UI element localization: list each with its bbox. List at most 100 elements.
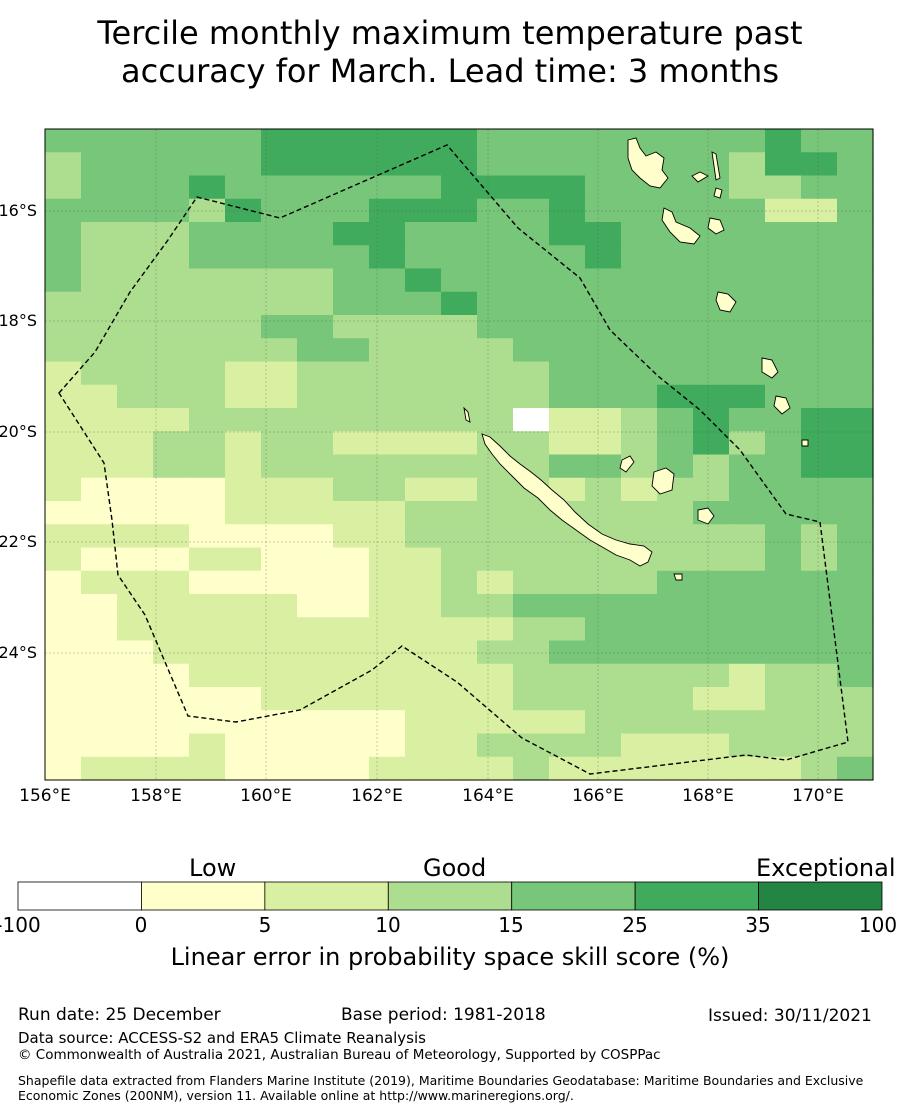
grid-cell — [405, 454, 442, 479]
grid-cell — [801, 361, 838, 386]
grid-cell — [81, 756, 118, 781]
grid-cell — [297, 687, 334, 711]
grid-cell — [189, 431, 226, 456]
grid-cell — [513, 361, 550, 386]
grid-cell — [801, 617, 838, 642]
grid-cell — [153, 756, 190, 781]
grid-cell — [117, 268, 154, 293]
grid-cell — [477, 291, 514, 316]
grid-cell — [477, 361, 514, 386]
grid-cell — [153, 198, 190, 223]
santo-island-coast — [627, 137, 669, 189]
grid-cell — [45, 245, 82, 270]
grid-cell — [261, 640, 298, 665]
grid-cell — [801, 198, 838, 223]
grid-cell — [225, 756, 262, 781]
grid-cell — [189, 175, 226, 200]
grid-cell — [513, 501, 550, 525]
grid-cell — [153, 733, 190, 758]
grid-cell — [333, 384, 370, 409]
lat-label-24s: 24°S — [0, 643, 37, 662]
grid-cell — [405, 315, 442, 339]
grid-cell — [657, 617, 694, 642]
grid-cell — [657, 361, 694, 386]
grid-cell — [45, 175, 82, 200]
colorbar-segment — [141, 881, 266, 911]
malekula-island-coast — [661, 207, 701, 245]
grid-cell — [585, 570, 622, 595]
colorbar-tick: 35 — [745, 913, 771, 937]
grid-cell — [153, 315, 190, 339]
grid-cell — [621, 222, 658, 246]
grid-cell — [81, 547, 118, 572]
grid-cell — [333, 129, 370, 153]
grid-cell — [333, 640, 370, 665]
grid-cell — [477, 663, 514, 688]
grid-cell — [585, 501, 622, 525]
title-line-1: Tercile monthly maximum temperature past — [97, 14, 803, 52]
grid-cell — [81, 198, 118, 223]
grid-cell — [549, 222, 586, 246]
grid-cell — [297, 291, 334, 316]
grid-cell — [297, 617, 334, 642]
grid-cell — [477, 617, 514, 642]
grid-cell — [729, 710, 766, 735]
epi-island-coast — [713, 187, 723, 199]
category-good: Good — [423, 854, 487, 882]
run-date: Run date: 25 December — [18, 1005, 221, 1025]
grid-cell — [261, 268, 298, 293]
grid-cell — [657, 129, 694, 153]
grid-cell — [765, 594, 802, 618]
grid-cell — [585, 129, 622, 153]
grid-cell — [297, 198, 334, 223]
grid-cell — [117, 361, 154, 386]
grid-cell — [45, 640, 82, 665]
grid-cell — [333, 733, 370, 758]
new-caledonia-coast — [481, 433, 653, 567]
colorbar — [17, 881, 883, 911]
grid-cell — [153, 687, 190, 711]
grid-cell — [225, 501, 262, 525]
grid-cell — [405, 547, 442, 572]
grid-cell — [189, 291, 226, 316]
grid-cell — [441, 663, 478, 688]
grid-cell — [837, 152, 874, 177]
grid-cell — [189, 570, 226, 595]
grid-cell — [117, 687, 154, 711]
grid-cell — [81, 477, 118, 502]
colorbar-segment — [634, 881, 759, 911]
grid-cell — [729, 477, 766, 502]
chesterfield-islet-coast — [463, 406, 471, 423]
copyright: © Commonwealth of Australia 2021, Austra… — [18, 1047, 661, 1063]
grid-cell — [693, 640, 730, 665]
grid-cell — [549, 315, 586, 339]
grid-cell — [45, 454, 82, 479]
grid-cell — [657, 524, 694, 549]
grid-cell — [225, 570, 262, 595]
grid-cell — [333, 291, 370, 316]
grid-cell — [621, 687, 658, 711]
grid-cell — [297, 663, 334, 688]
grid-cell — [225, 547, 262, 572]
grid-cell — [621, 663, 658, 688]
lat-label-18s: 18°S — [0, 311, 37, 330]
grid-cell — [117, 245, 154, 270]
grid-cell — [765, 687, 802, 711]
grid-cell — [405, 198, 442, 223]
grid-cell — [369, 245, 406, 270]
grid-cell — [369, 268, 406, 293]
grid-cell — [765, 338, 802, 363]
grid-cell — [333, 198, 370, 223]
grid-cell — [477, 710, 514, 735]
category-exceptional: Exceptional — [756, 854, 896, 882]
grid-cell — [297, 756, 334, 781]
grid-cell — [729, 687, 766, 711]
grid-cell — [45, 291, 82, 316]
tanna-island-coast — [761, 357, 779, 379]
grid-cell — [441, 501, 478, 525]
maewo-island-coast — [711, 151, 721, 181]
grid-cell — [261, 152, 298, 177]
grid-cell — [801, 710, 838, 735]
grid-cell — [297, 640, 334, 665]
grid-cell — [333, 756, 370, 781]
